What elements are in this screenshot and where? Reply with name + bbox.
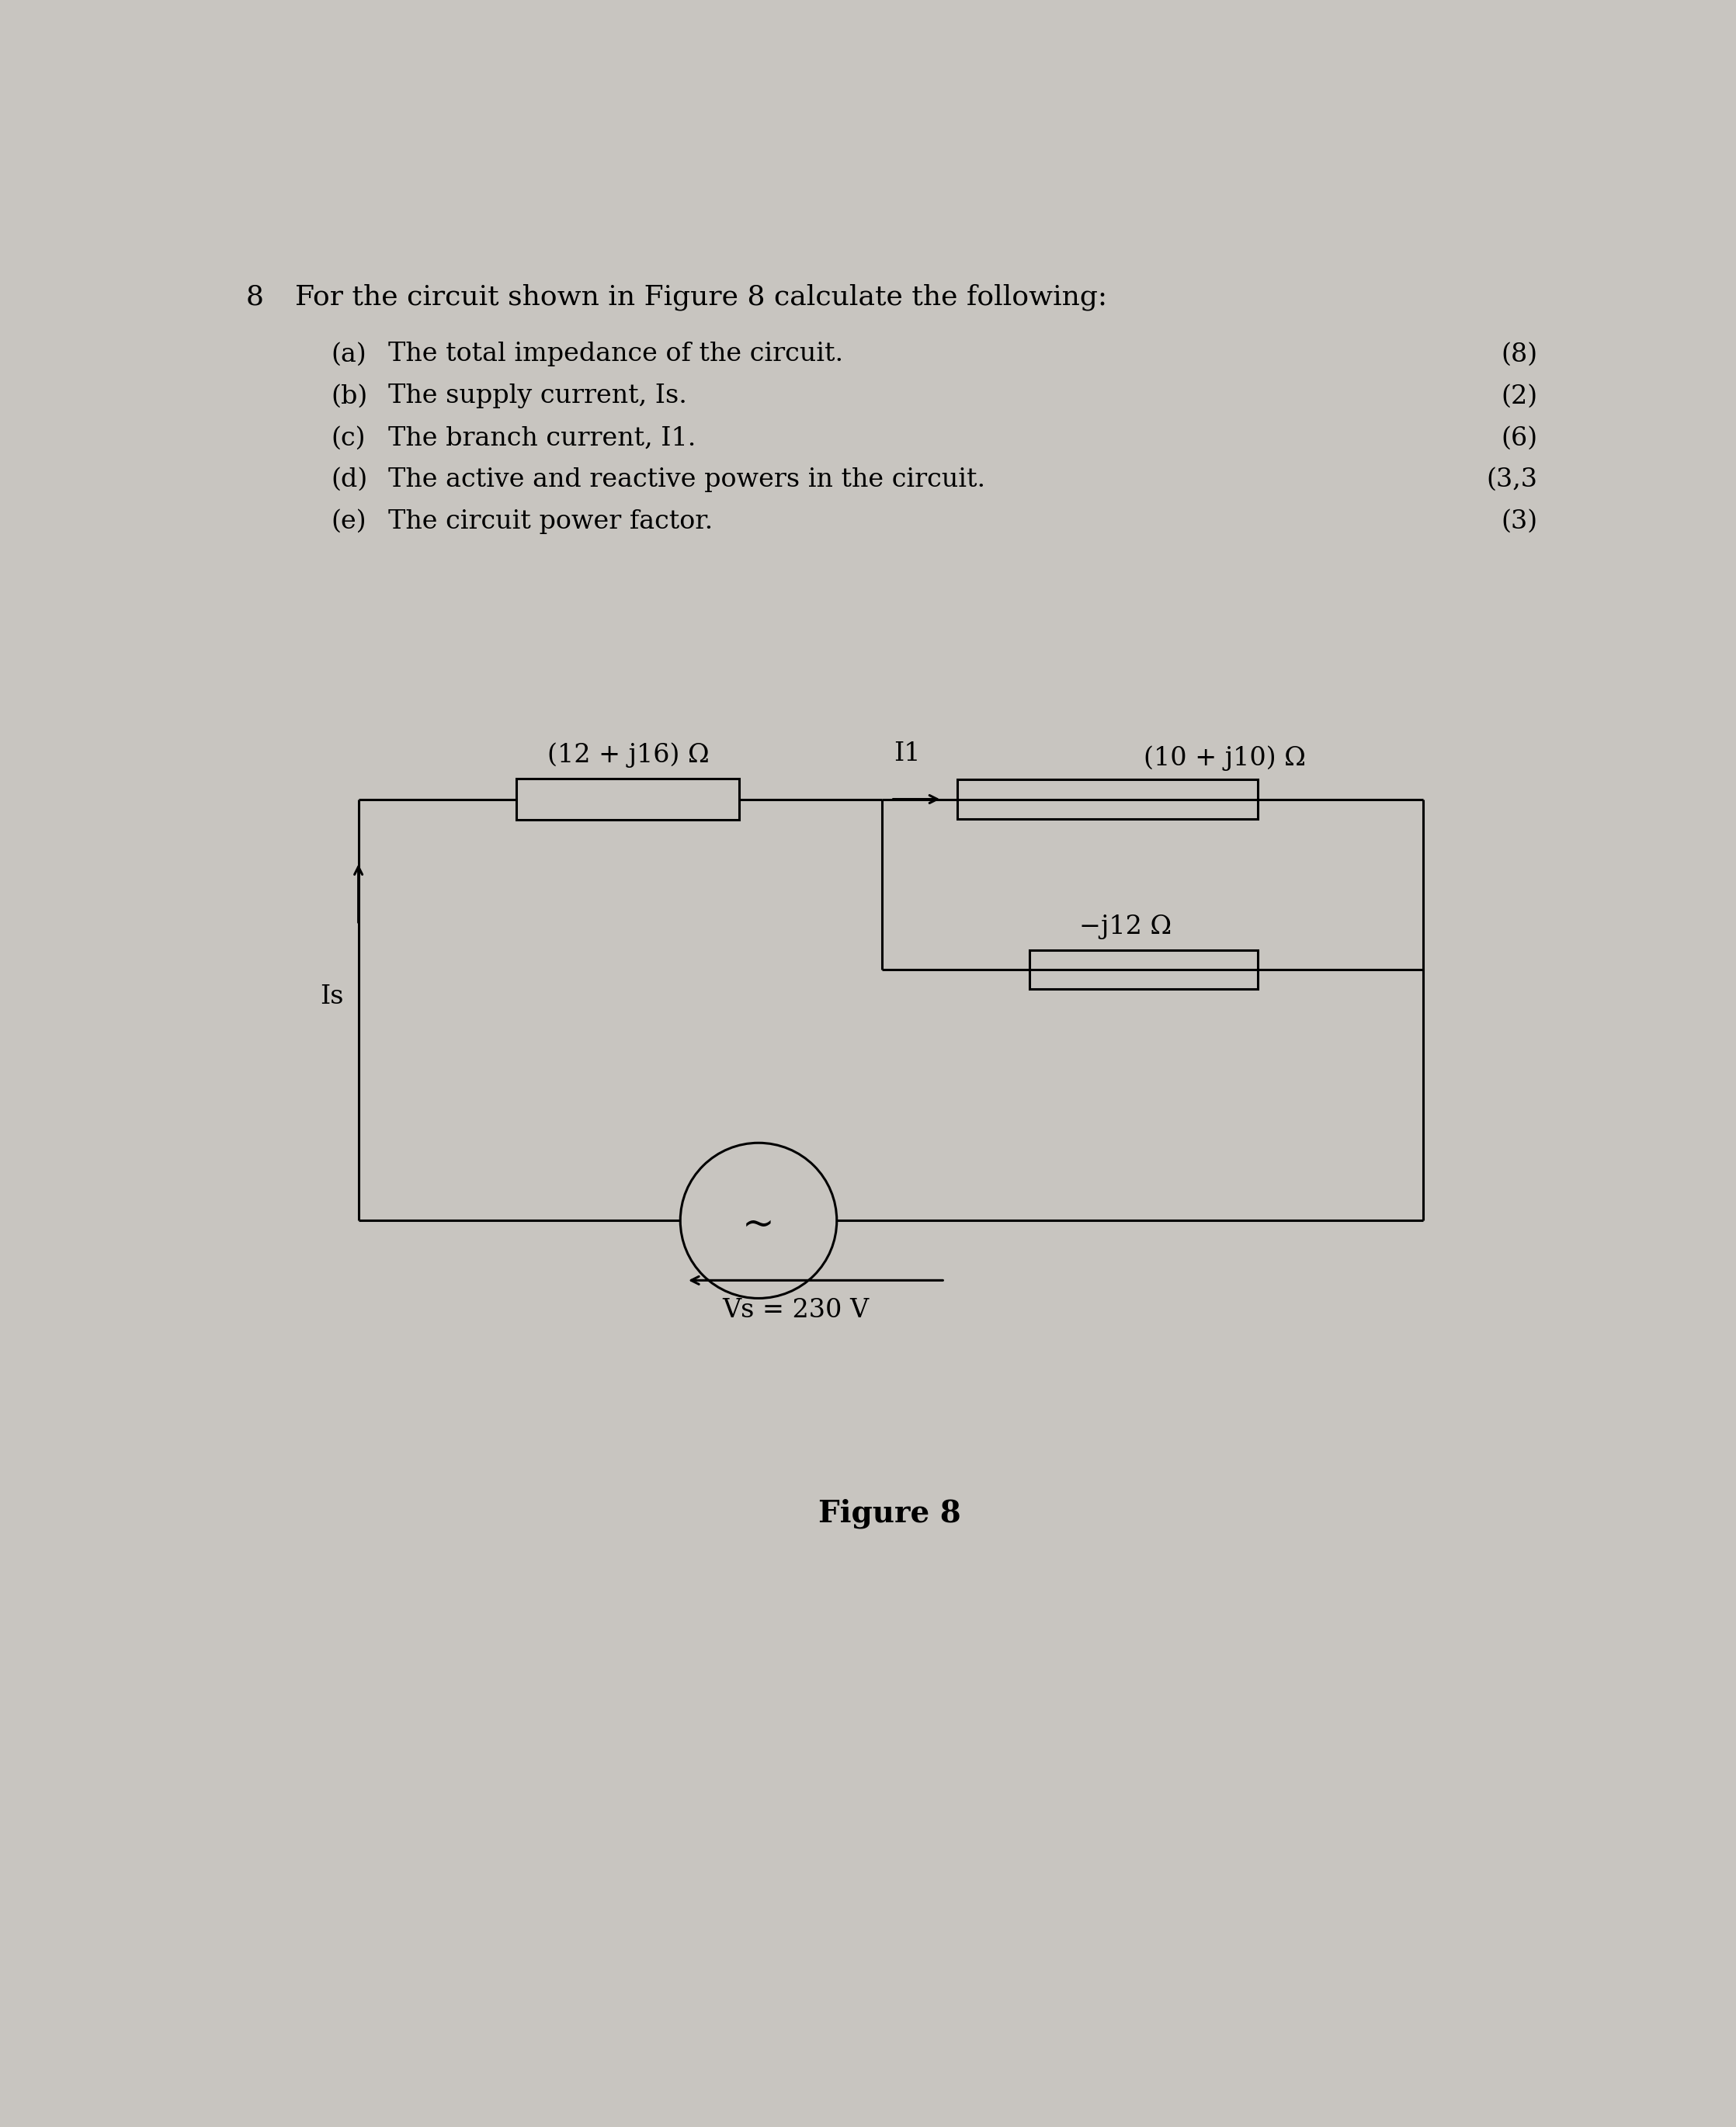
Bar [957,781,1259,819]
Text: Is: Is [319,985,344,1008]
Text: The supply current, Is.: The supply current, Is. [389,383,687,408]
Text: −j12 Ω: −j12 Ω [1080,915,1172,940]
Text: (6): (6) [1502,425,1538,451]
Text: (12 + j16) Ω: (12 + j16) Ω [547,742,708,768]
Text: (2): (2) [1502,383,1538,408]
Text: The active and reactive powers in the circuit.: The active and reactive powers in the ci… [389,468,986,491]
Text: Figure 8: Figure 8 [818,1500,962,1529]
Text: (10 + j10) Ω: (10 + j10) Ω [1144,744,1305,770]
Text: The branch current, I1.: The branch current, I1. [389,425,696,451]
Text: (b): (b) [332,383,368,408]
Bar [1029,951,1259,989]
Text: For the circuit shown in Figure 8 calculate the following:: For the circuit shown in Figure 8 calcul… [295,283,1108,311]
Text: The total impedance of the circuit.: The total impedance of the circuit. [389,342,844,366]
Text: (c): (c) [332,425,366,451]
Text: The circuit power factor.: The circuit power factor. [389,508,713,534]
Text: (a): (a) [332,342,366,366]
Text: ~: ~ [743,1206,774,1244]
Text: Vs = 230 V: Vs = 230 V [722,1297,870,1323]
Text: (3,3: (3,3 [1486,468,1538,491]
Text: 8: 8 [247,283,264,311]
Text: (e): (e) [332,508,366,534]
Text: (3): (3) [1502,508,1538,534]
Text: (d): (d) [332,468,368,491]
Bar [517,778,740,821]
Text: I1: I1 [894,742,920,766]
Text: (8): (8) [1502,342,1538,366]
